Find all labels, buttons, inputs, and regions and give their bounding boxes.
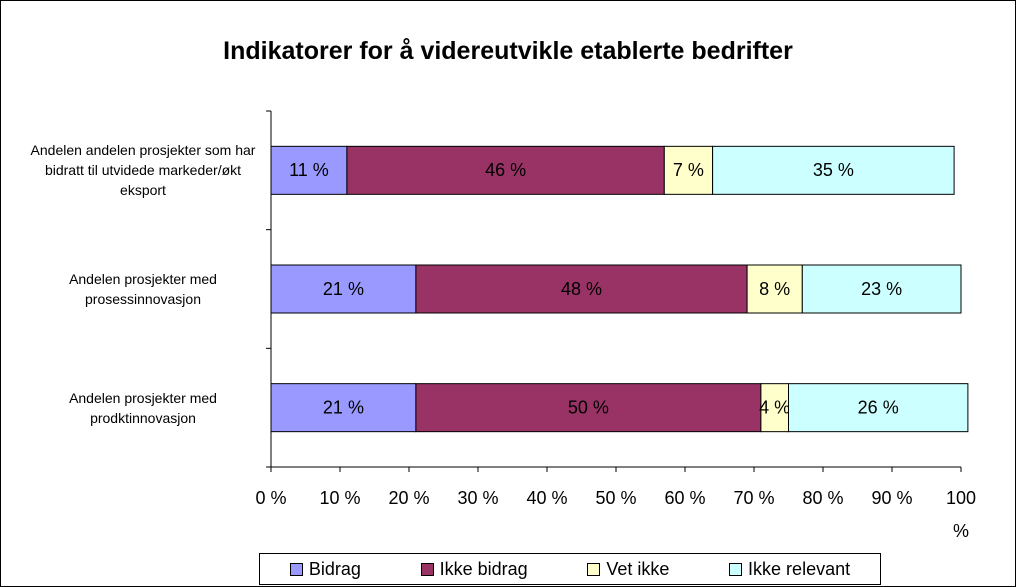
legend: Bidrag Ikke bidrag Vet ikke Ikke relevant	[259, 553, 881, 585]
legend-item: Ikke relevant	[729, 559, 850, 580]
bar-segment	[746, 264, 803, 314]
bar-segment	[788, 383, 969, 433]
x-tick-label: 40 %	[526, 488, 568, 508]
data-label: 21 %	[323, 397, 364, 417]
data-label: 35 %	[813, 160, 854, 180]
x-tick-label: 20 %	[388, 488, 430, 508]
data-label: 11 %	[289, 160, 329, 180]
x-tick-label: 0 %	[255, 488, 287, 508]
data-label: 8 %	[759, 279, 790, 299]
bar-segment	[801, 264, 962, 314]
bar-segment	[270, 264, 417, 314]
bar-segment	[270, 383, 417, 433]
bar-segment	[346, 145, 665, 195]
data-label: 4 %	[759, 397, 790, 417]
legend-label: Vet ikke	[606, 558, 670, 579]
x-tick-label: 90 %	[871, 488, 913, 508]
legend-label: Ikke bidrag	[439, 558, 528, 579]
data-label: 21 %	[323, 279, 364, 299]
data-label: 7 %	[673, 160, 704, 180]
x-tick-label: 30 %	[457, 488, 499, 508]
bar-segment	[760, 383, 790, 433]
legend-swatch	[289, 562, 303, 576]
category-label: Andelen andelen prosjekter som har bidra…	[30, 142, 256, 199]
legend-item: Bidrag	[289, 558, 361, 580]
x-tick-label: 70 %	[733, 488, 775, 508]
data-label: 50 %	[568, 397, 609, 417]
data-label: 46 %	[485, 160, 526, 180]
legend-label: Bidrag	[308, 558, 361, 579]
bar-segment	[712, 145, 955, 195]
x-tick-label: 10 %	[319, 488, 361, 508]
bar-segment	[270, 145, 348, 195]
legend-item: Vet ikke	[587, 559, 669, 580]
legend-swatch	[420, 562, 434, 576]
x-tick-label: 50 %	[595, 488, 637, 508]
data-label: 23 %	[861, 279, 902, 299]
legend-swatch	[729, 562, 743, 576]
category-label: Andelen prosjekter med prodktinnovasjon	[69, 389, 217, 426]
legend-swatch	[587, 562, 601, 576]
legend-item: Ikke bidrag	[420, 558, 528, 580]
data-label: 48 %	[561, 279, 602, 299]
category-label: Andelen prosjekter med prosessinnovasjon	[69, 271, 217, 307]
x-tick-label: 100 %	[945, 488, 977, 541]
x-tick-label: 60 %	[664, 488, 706, 508]
x-tick-label: 80 %	[802, 488, 844, 508]
data-label: 26 %	[858, 397, 899, 417]
chart-title: Indikatorer for å videreutvikle etablert…	[223, 37, 793, 65]
legend-label: Ikke relevant	[748, 558, 851, 579]
